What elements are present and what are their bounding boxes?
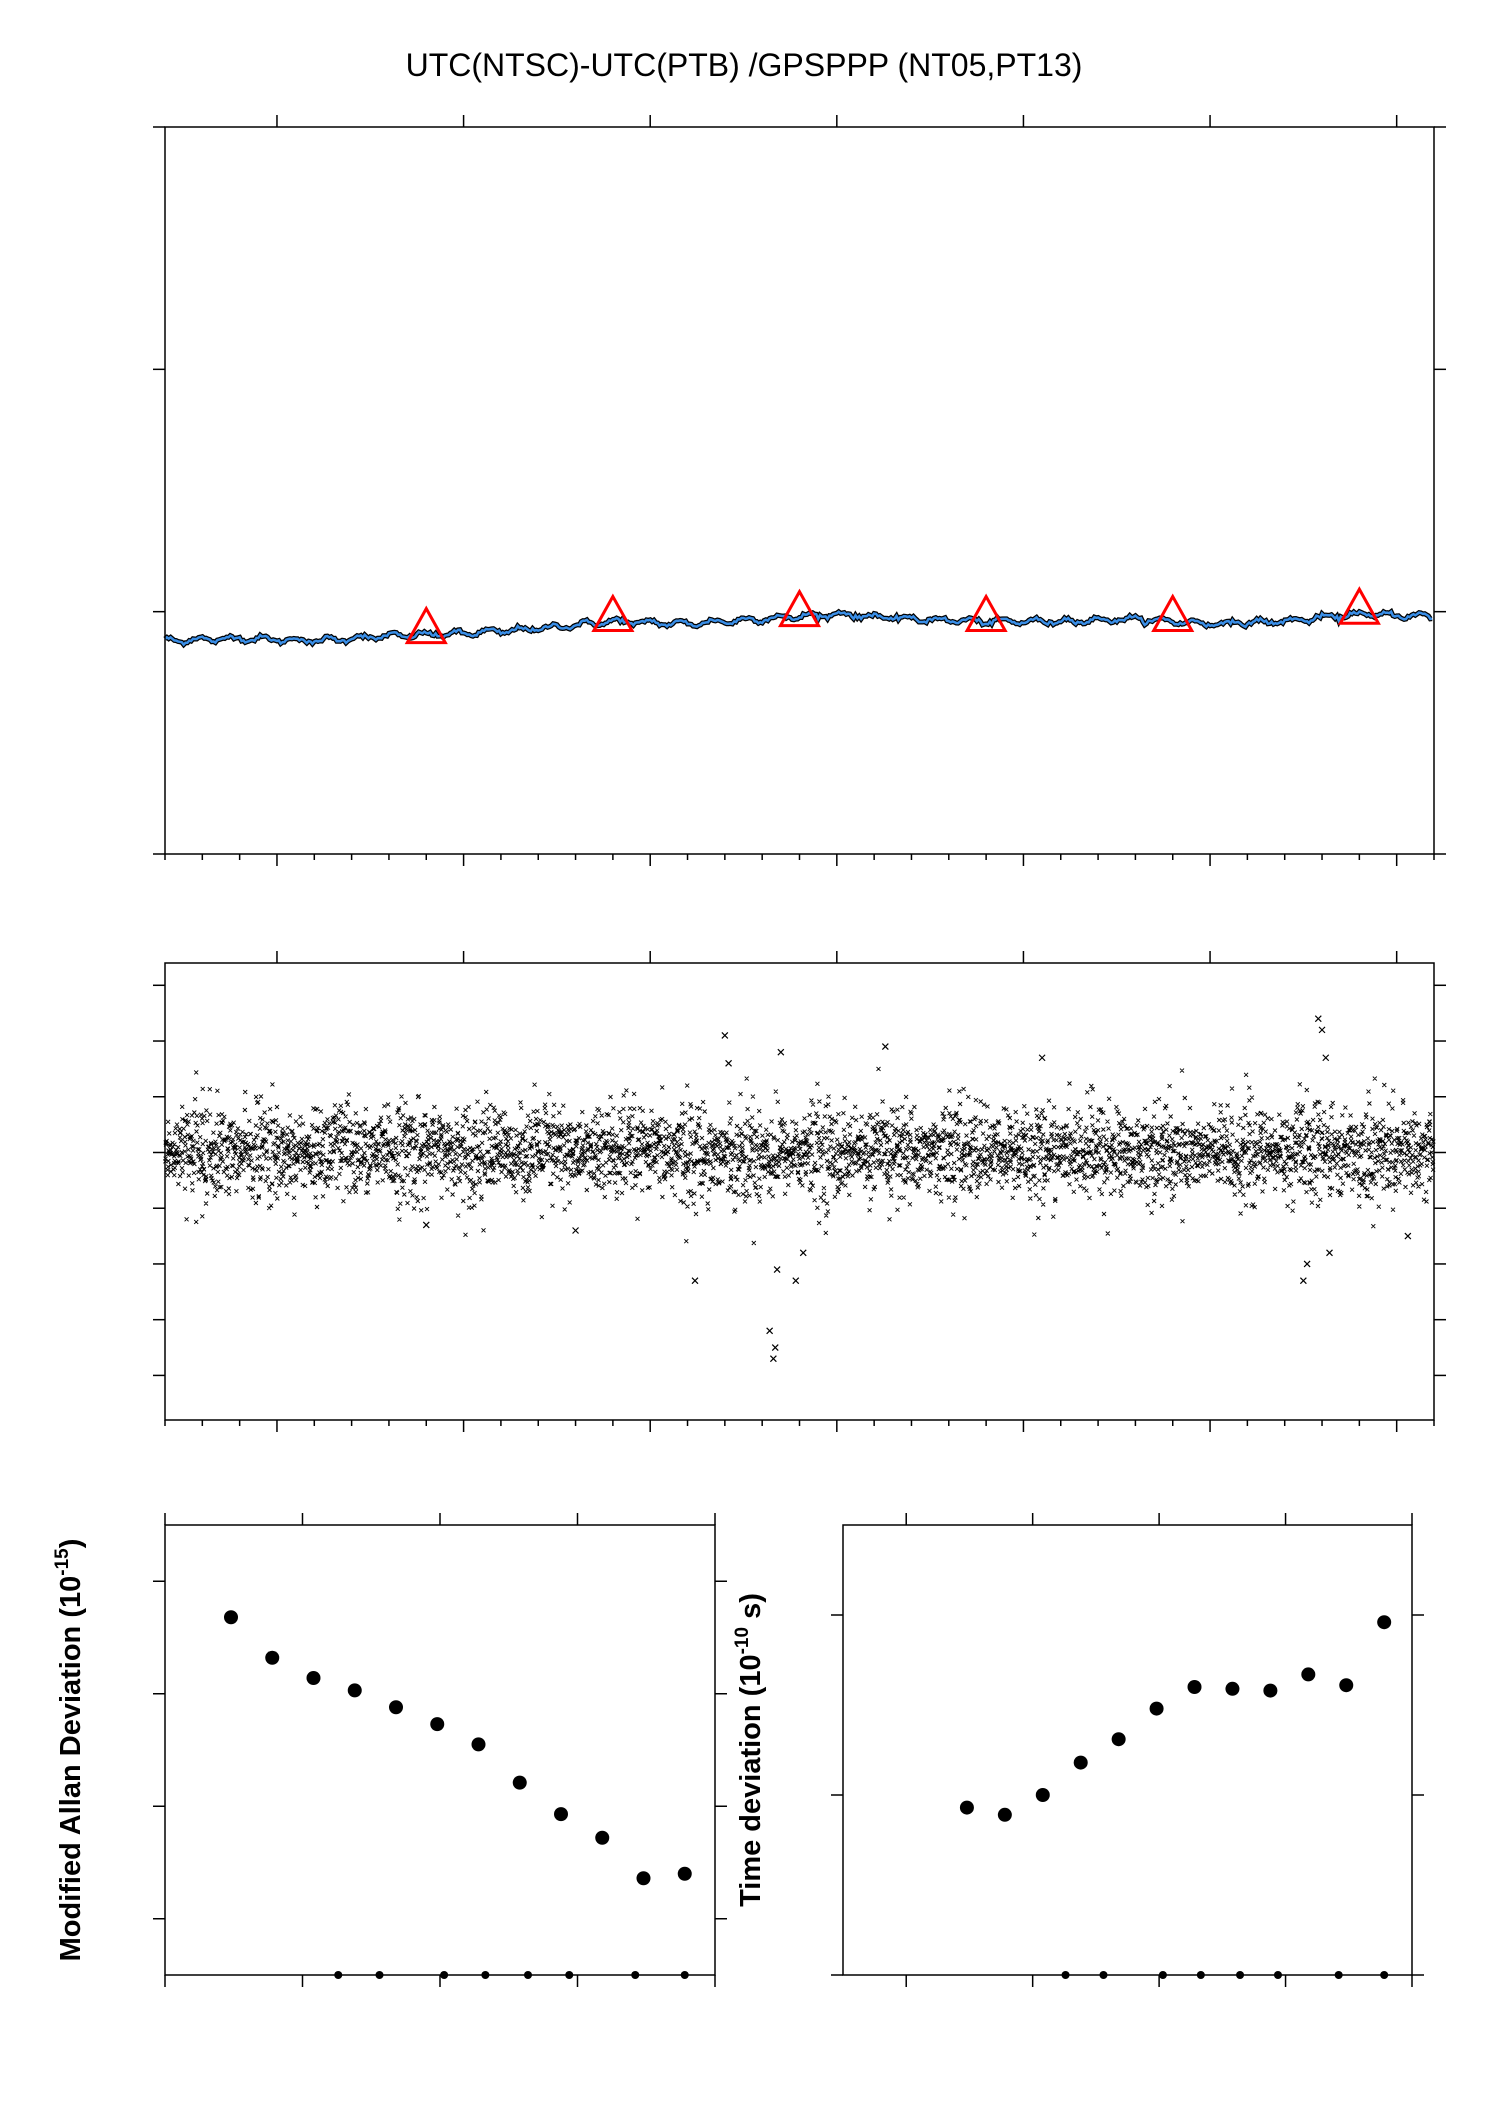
marker-triangle (1337, 586, 1381, 625)
mdev-point (347, 1683, 362, 1698)
time-series-frame (164, 126, 1435, 855)
tdev-point (997, 1807, 1012, 1822)
residual-outlier (572, 1227, 579, 1234)
residual-outlier (769, 1355, 777, 1363)
tdev-point (1035, 1788, 1050, 1802)
residual-points (163, 1066, 1436, 1246)
tdev-time-mark-dot (1334, 1971, 1343, 1979)
mdev-point (471, 1737, 486, 1752)
residual-outlier (777, 1048, 785, 1056)
tdev-ylabel-exponent: -10 (732, 1627, 753, 1654)
mdev-point (636, 1871, 651, 1886)
tdev-point (959, 1800, 974, 1815)
tdev-point (1339, 1678, 1354, 1693)
tdev-point (1111, 1732, 1126, 1747)
tdev-point (1149, 1701, 1164, 1716)
mdev-point (677, 1866, 692, 1881)
marker-triangle (964, 593, 1008, 633)
tdev-point (1263, 1683, 1278, 1698)
mdev-ylabel-text: Modified Allan Deviation (10 (55, 1576, 87, 1962)
residual-outlier (422, 1221, 430, 1229)
mdev-point (554, 1807, 568, 1822)
figure-title: UTC(NTSC)-UTC(PTB) /GPSPPP (NT05,PT13) (406, 47, 1083, 83)
mdev-time-mark-dot (631, 1971, 640, 1979)
residual-outlier (1038, 1054, 1046, 1062)
residual-outlier (721, 1032, 729, 1039)
residual-outlier (773, 1266, 781, 1273)
mdev-panel: Modified Allan Deviation (10-15) (52, 1513, 727, 1987)
tdev-point (1225, 1681, 1240, 1696)
tdev-time-mark-dot (1236, 1971, 1245, 1979)
mdev-ylabel: Modified Allan Deviation (10-15) (52, 1539, 87, 1962)
tdev-time-mark-dot (1273, 1971, 1282, 1979)
mdev-frame (164, 1524, 716, 1976)
mdev-time-mark-dot (680, 1971, 689, 1979)
marker-triangle (777, 588, 822, 628)
mdev-point (389, 1700, 403, 1715)
residual-outlier (1404, 1232, 1412, 1240)
tdev-point (1377, 1615, 1392, 1630)
residual-outlier (792, 1277, 800, 1285)
residual-outlier (766, 1327, 774, 1335)
marker-triangle (591, 593, 635, 633)
residual-outlier (881, 1043, 889, 1051)
tdev-ylabel-end: s) (735, 1593, 767, 1627)
tdev-panel: Time deviation (10-10 s) (732, 1513, 1424, 1987)
residual-outlier (1326, 1249, 1333, 1257)
tdev-ylabel: Time deviation (10-10 s) (732, 1593, 767, 1907)
residuals-panel (153, 951, 1446, 1432)
tdev-frame (842, 1524, 1413, 1976)
tdev-time-mark-dot (1380, 1971, 1389, 1979)
tdev-time-mark-dot (1158, 1971, 1167, 1979)
series-line (164, 609, 1433, 647)
tdev-time-mark-dot (1061, 1971, 1070, 1979)
tdev-ylabel-text: Time deviation (10 (735, 1654, 767, 1907)
residual-outlier (1299, 1277, 1307, 1285)
series-line-outline (163, 607, 1433, 649)
mdev-ylabel-exponent: -15 (52, 1548, 73, 1576)
mdev-point (430, 1717, 445, 1732)
residuals-frame (164, 962, 1435, 1421)
mdev-time-mark-dot (375, 1971, 384, 1979)
residual-outlier (725, 1059, 733, 1067)
tdev-time-mark-dot (1099, 1971, 1108, 1979)
tdev-point (1073, 1755, 1088, 1770)
residual-outlier (799, 1249, 807, 1257)
mdev-point (512, 1775, 527, 1790)
residual-outlier (1314, 1015, 1322, 1023)
residual-outlier (771, 1344, 779, 1351)
residual-outlier (1318, 1026, 1326, 1034)
tdev-time-mark-dot (1196, 1971, 1205, 1979)
residual-outlier (691, 1277, 699, 1285)
tdev-point (1301, 1667, 1316, 1682)
mdev-time-mark-dot (524, 1971, 532, 1979)
mdev-time-mark-dot (565, 1971, 574, 1979)
time-series-panel (153, 115, 1446, 866)
marker-triangle (1151, 593, 1195, 633)
residual-outlier (1322, 1054, 1330, 1062)
residual-outlier (1303, 1260, 1311, 1268)
tdev-point (1187, 1680, 1202, 1694)
marker-triangle (404, 605, 448, 645)
mdev-point (306, 1671, 321, 1685)
mdev-point (265, 1650, 280, 1665)
mdev-time-mark-dot (334, 1971, 343, 1979)
mdev-time-mark-dot (481, 1971, 490, 1979)
mdev-point (595, 1830, 610, 1845)
mdev-ylabel-end: ) (55, 1539, 87, 1549)
mdev-time-mark-dot (440, 1971, 449, 1979)
mdev-point (224, 1610, 238, 1625)
